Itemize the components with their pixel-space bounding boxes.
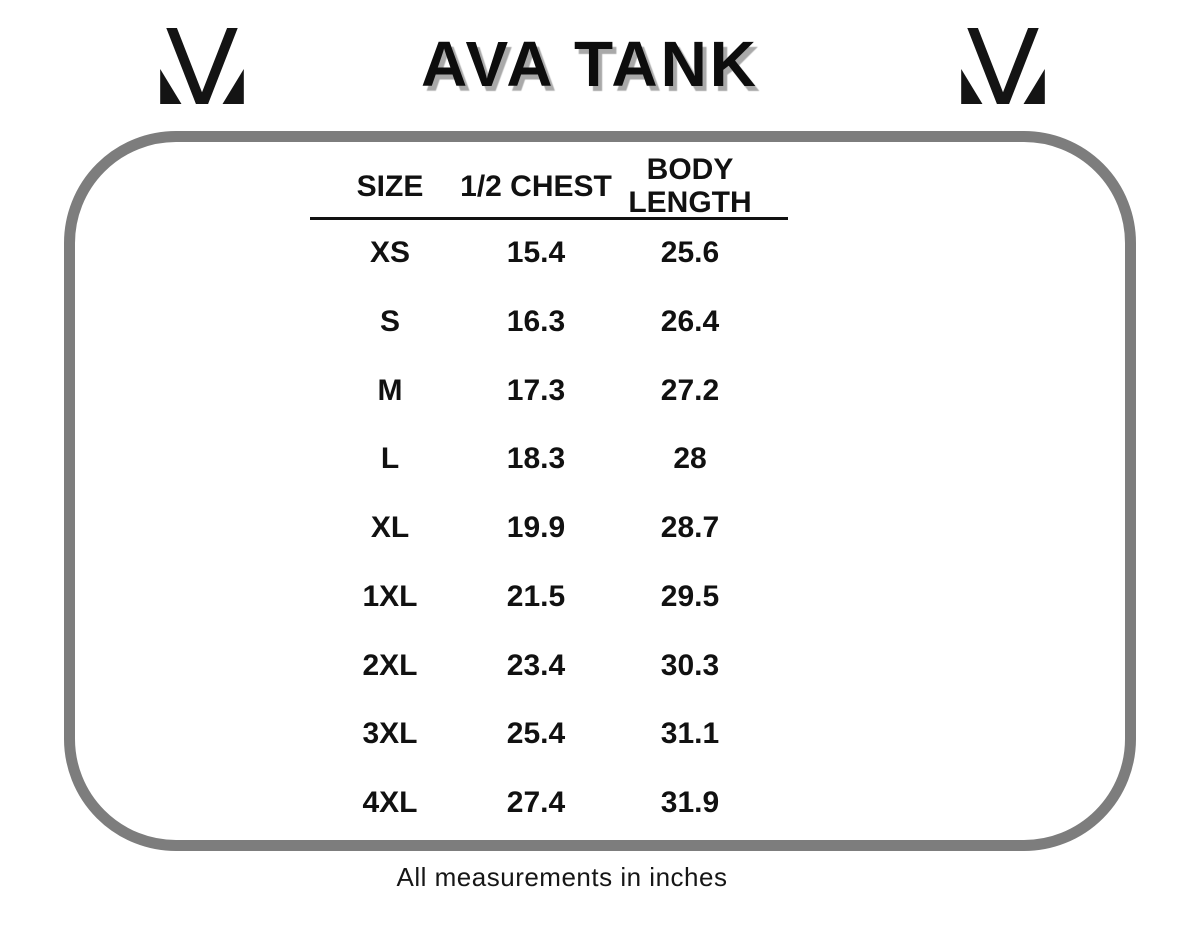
half-chest-cell: 21.5 [506,579,566,613]
chart-frame [64,131,1136,851]
size-chart-table: XS 15.4 25.6 S 16.3 26.4 M 17.3 27.2 L 1… [0,233,1200,823]
body-length-cell: 29.5 [660,579,720,613]
body-length-cell: 31.1 [660,717,720,751]
size-cell: 3XL [362,717,418,751]
half-chest-cell: 17.3 [506,373,566,407]
measurements-note: All measurements in inches [396,862,728,892]
table-row: M 17.3 27.2 [0,371,1200,411]
brand-logo-right [961,28,1045,104]
table-row: 1XL 21.5 29.5 [0,577,1200,617]
body-length-cell: 26.4 [660,304,720,338]
mv-monogram-icon [961,28,1045,104]
table-row: 4XL 27.4 31.9 [0,783,1200,823]
size-cell: 4XL [362,786,418,819]
column-header-body-length: BODY LENGTH [628,153,752,219]
table-row: 2XL 23.4 30.3 [0,646,1200,686]
size-cell: XL [370,511,410,544]
table-row: XL 19.9 28.7 [0,508,1200,548]
column-header-size: SIZE [356,169,424,203]
size-cell: S [379,304,400,338]
table-row: L 18.3 28 [0,439,1200,479]
size-cell: XS [369,236,411,269]
half-chest-cell: 27.4 [506,786,566,819]
body-length-cell: 28.7 [660,511,720,544]
half-chest-cell: 25.4 [506,717,566,751]
size-cell: L [380,442,400,476]
half-chest-cell: 19.9 [506,511,566,544]
half-chest-cell: 15.4 [506,236,566,269]
page-title: AVA TANK [420,28,760,100]
table-row: 3XL 25.4 31.1 [0,714,1200,754]
body-length-cell: 31.9 [660,786,720,819]
table-row: S 16.3 26.4 [0,302,1200,342]
body-length-cell: 28 [673,442,707,476]
half-chest-cell: 16.3 [506,304,566,338]
table-row: XS 15.4 25.6 [0,233,1200,273]
size-cell: M [377,373,403,407]
header-underline [310,217,788,220]
body-length-cell: 30.3 [660,648,720,682]
half-chest-cell: 18.3 [506,442,566,476]
brand-logo-left [160,28,244,104]
size-cell: 2XL [362,648,418,682]
body-length-cell: 25.6 [660,236,720,269]
size-cell: 1XL [362,579,418,613]
body-length-cell: 27.2 [660,373,720,407]
column-header-half-chest: 1/2 CHEST [460,169,612,203]
half-chest-cell: 23.4 [506,648,566,682]
mv-monogram-icon [160,28,244,104]
